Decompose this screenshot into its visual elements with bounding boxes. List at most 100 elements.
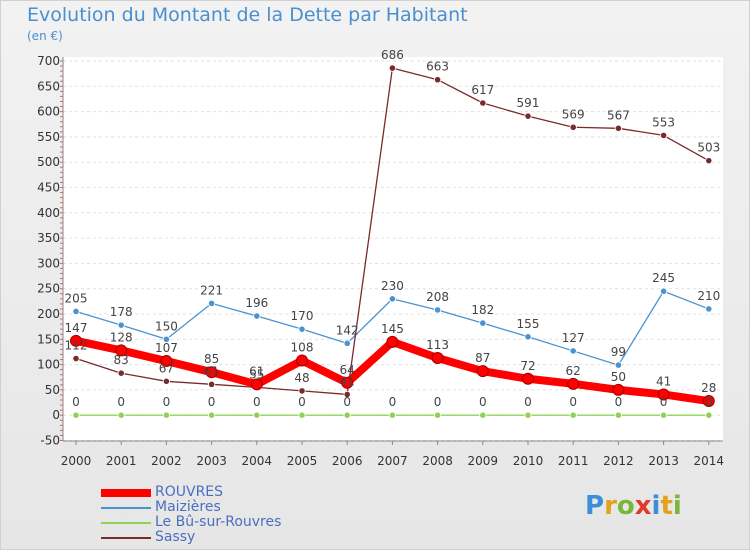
data-point: [388, 411, 396, 419]
x-tick-label: 2009: [468, 454, 499, 468]
data-point: [524, 112, 532, 120]
y-tick-label: 700: [37, 54, 60, 68]
data-point: [298, 387, 306, 395]
data-point: [70, 334, 82, 347]
data-label: 591: [517, 96, 540, 110]
y-tick-label: 500: [37, 155, 60, 169]
data-point: [205, 366, 218, 379]
x-tick-label: 2014: [694, 454, 725, 468]
y-tick-label: 600: [37, 105, 60, 119]
data-point: [343, 411, 351, 419]
data-label: 48: [294, 371, 309, 385]
data-point: [343, 339, 351, 347]
data-point: [72, 354, 80, 363]
data-point: [614, 361, 623, 369]
data-label: 145: [381, 322, 404, 336]
data-point: [614, 411, 623, 419]
data-label: 170: [291, 309, 314, 323]
data-point: [298, 325, 306, 333]
data-label: 205: [65, 291, 88, 305]
data-point: [567, 377, 580, 390]
data-point: [479, 99, 487, 107]
data-point: [431, 352, 444, 365]
x-tick-label: 2000: [61, 454, 92, 468]
data-point: [702, 395, 715, 408]
data-point: [115, 344, 128, 357]
y-tick-label: 0: [52, 408, 60, 422]
data-label: 208: [426, 290, 449, 304]
y-tick-label: 250: [37, 282, 60, 296]
data-point: [296, 354, 308, 367]
data-point: [433, 306, 442, 314]
data-point: [253, 411, 261, 419]
y-tick-label: 350: [37, 231, 60, 245]
data-label: 108: [291, 341, 314, 355]
x-tick-label: 2008: [422, 454, 453, 468]
unit-label: (en €): [27, 29, 63, 43]
data-label: 196: [245, 296, 268, 310]
data-label: 503: [697, 141, 720, 155]
y-tick-label: 100: [37, 358, 60, 372]
data-label: 147: [65, 321, 88, 335]
data-point: [614, 124, 623, 132]
legend-label: ROUVRES: [155, 484, 224, 500]
data-label: 221: [200, 283, 223, 297]
logo-letter: t: [660, 491, 673, 521]
data-point: [117, 321, 125, 329]
data-label: 28: [701, 381, 716, 395]
data-label: 107: [155, 341, 178, 355]
x-tick-label: 2010: [513, 454, 544, 468]
data-label: 0: [253, 395, 261, 409]
data-label: 41: [656, 374, 671, 388]
y-tick-label: -50: [40, 434, 60, 448]
y-tick-label: 400: [37, 206, 60, 220]
data-label: 62: [566, 364, 581, 378]
chart-title: Evolution du Montant de la Dette par Hab…: [27, 4, 468, 26]
x-tick-label: 2002: [151, 454, 182, 468]
data-point: [117, 369, 125, 377]
y-tick-label: 650: [37, 79, 60, 93]
data-label: 113: [426, 338, 449, 352]
x-tick-label: 2006: [332, 454, 363, 468]
proxiti-logo: Proxiti: [585, 491, 682, 521]
data-point: [569, 347, 577, 355]
legend-label: Maizières: [155, 499, 221, 515]
data-point: [479, 319, 487, 327]
data-point: [162, 411, 170, 419]
data-point: [659, 411, 668, 419]
data-point: [659, 287, 668, 295]
data-label: 0: [163, 395, 171, 409]
y-tick-label: 300: [37, 256, 60, 270]
legend-swatch: [101, 522, 151, 524]
data-point: [162, 335, 170, 343]
data-point: [72, 307, 80, 316]
data-label: 150: [155, 319, 178, 333]
data-label: 0: [72, 395, 80, 409]
data-label: 230: [381, 279, 404, 293]
data-point: [479, 411, 487, 419]
data-label: 41: [340, 374, 355, 388]
data-label: 128: [110, 330, 133, 344]
data-label: 0: [479, 395, 487, 409]
data-label: 112: [65, 339, 88, 353]
logo-letter: i: [672, 491, 682, 521]
data-label: 567: [607, 108, 630, 122]
logo-letter: o: [616, 491, 635, 521]
legend-label: Le Bû-sur-Rouvres: [155, 514, 282, 530]
data-label: 61: [249, 364, 264, 378]
legend-swatch: [101, 507, 151, 509]
data-label: 0: [705, 395, 713, 409]
data-label: 85: [204, 352, 219, 366]
data-label: 64: [340, 363, 355, 377]
data-point: [208, 411, 216, 419]
y-tick-label: 450: [37, 181, 60, 195]
data-point: [250, 378, 263, 391]
data-point: [569, 123, 577, 131]
data-label: 61: [204, 364, 219, 378]
legend-label: Sassy: [155, 529, 196, 545]
data-label: 55: [249, 367, 264, 381]
data-point: [476, 365, 489, 378]
data-point: [433, 411, 442, 419]
data-point: [160, 355, 173, 368]
